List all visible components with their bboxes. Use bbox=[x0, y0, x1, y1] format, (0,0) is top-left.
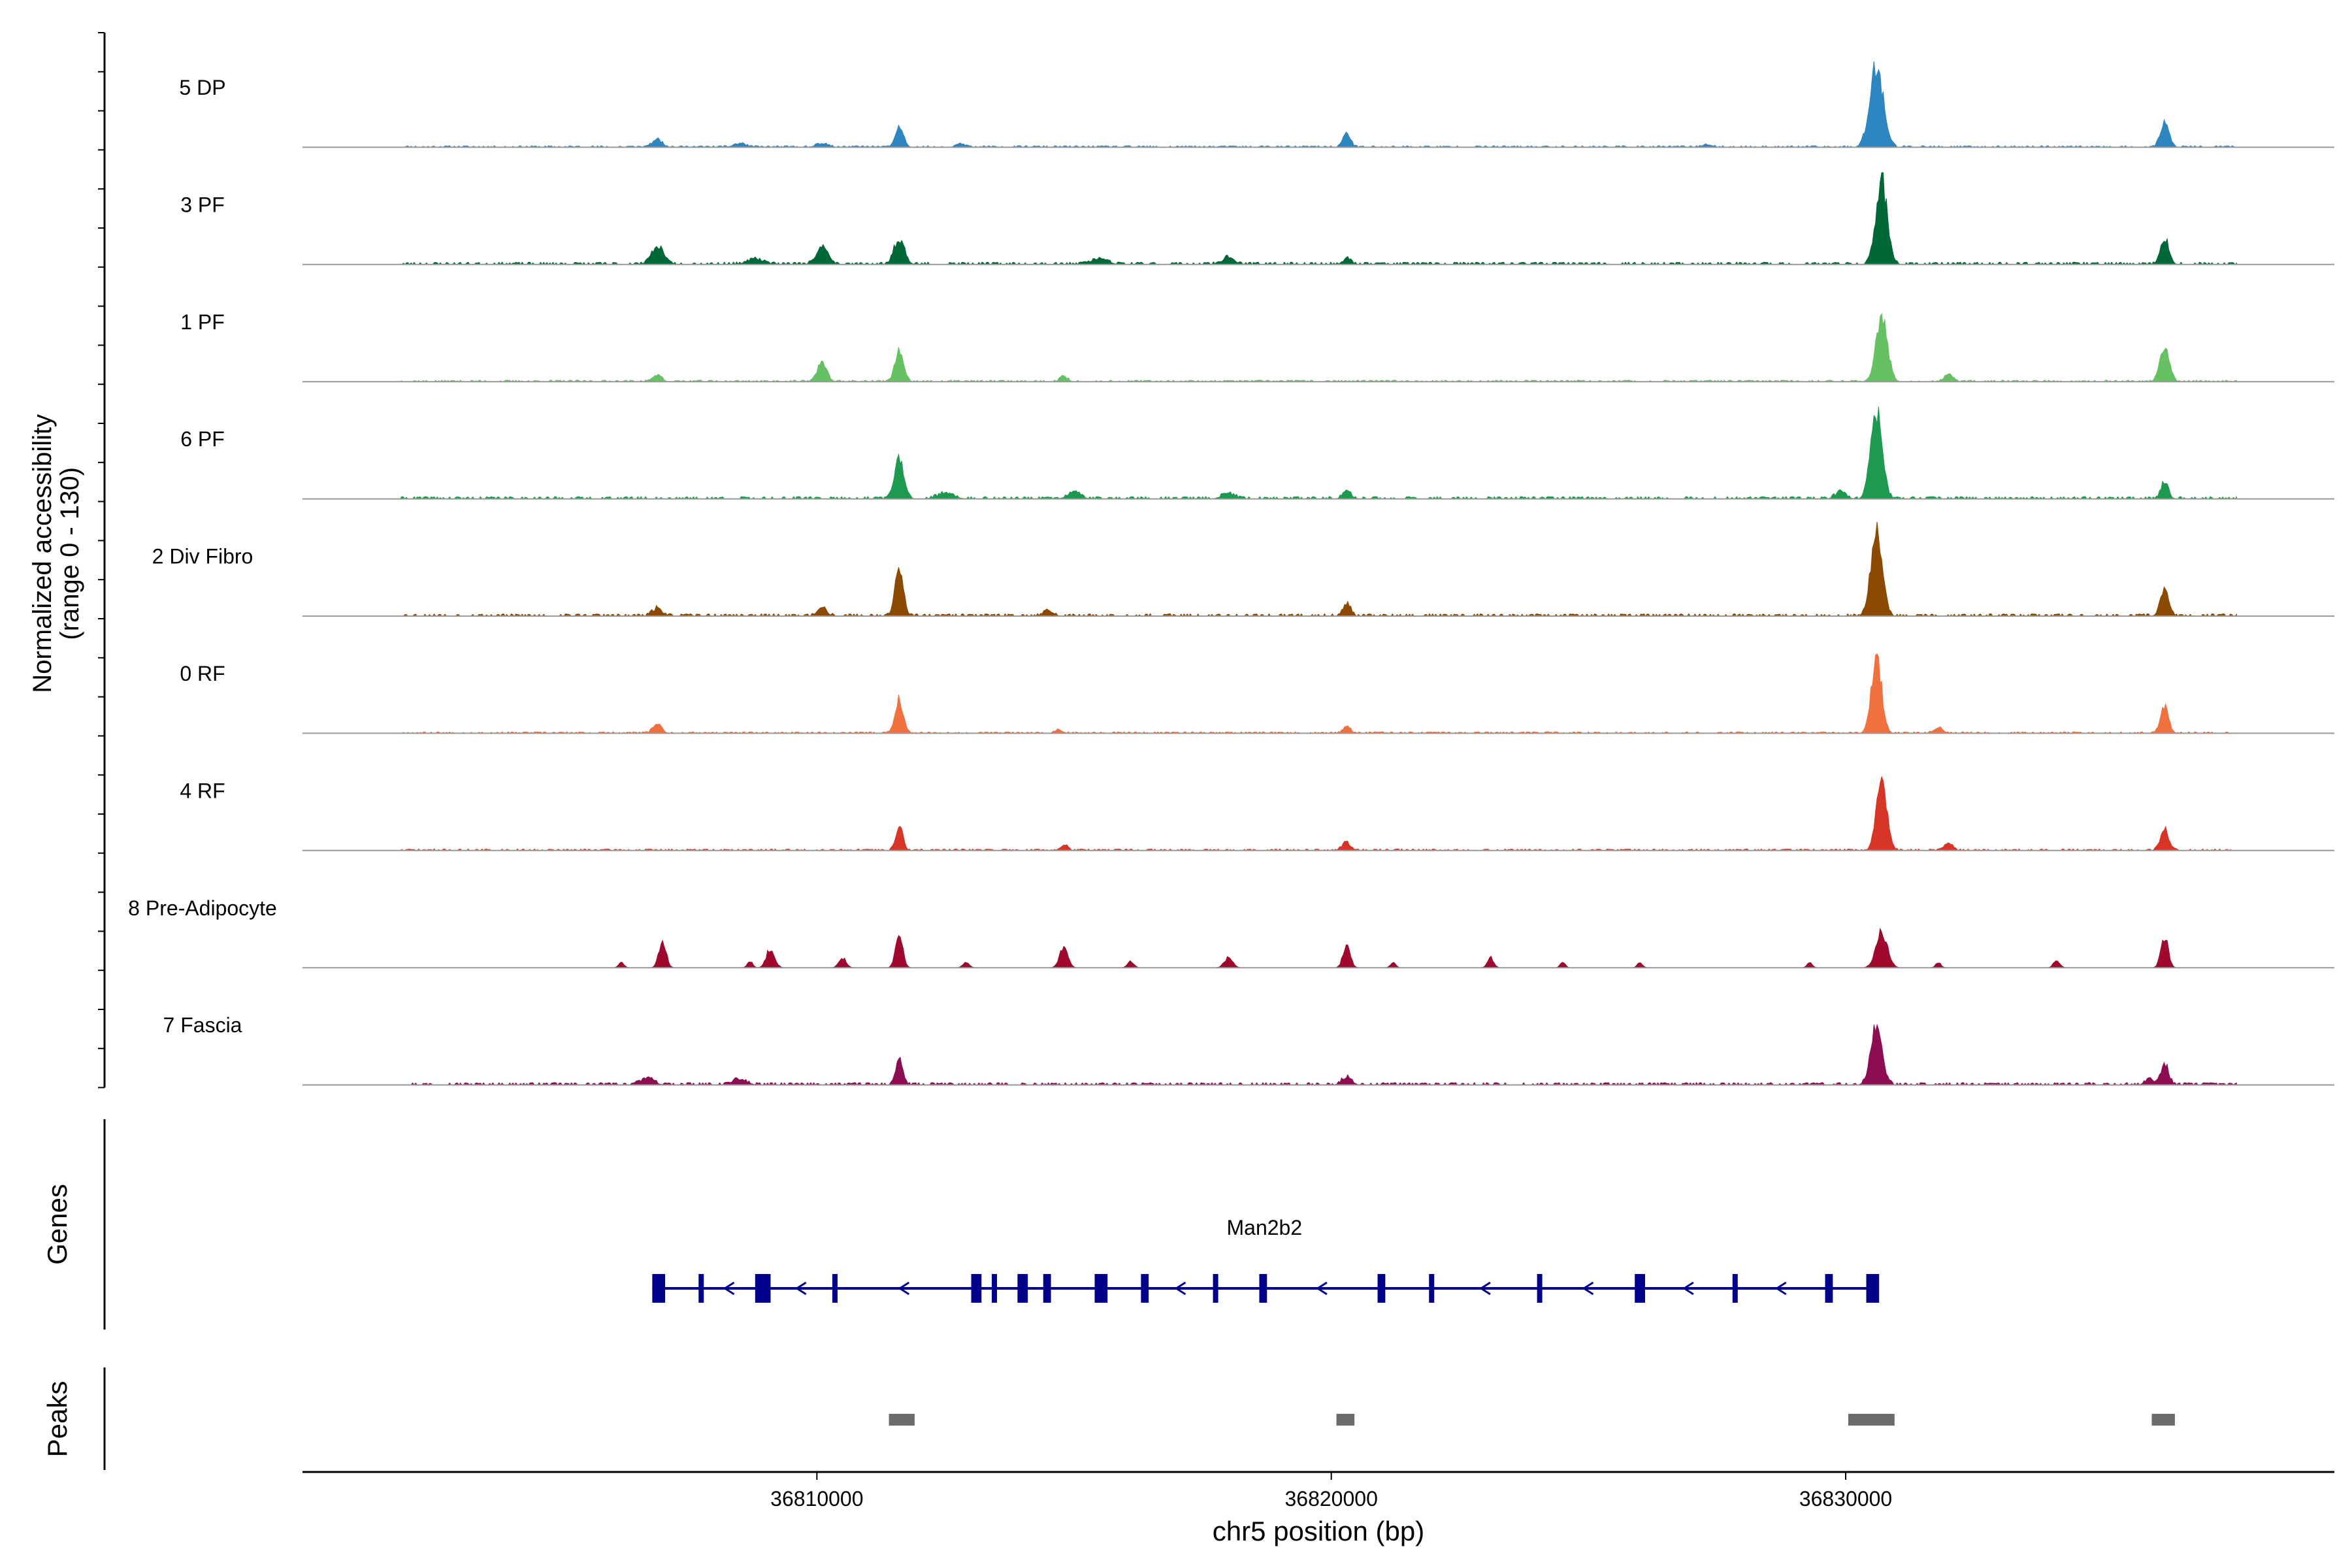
coverage-area-3 bbox=[399, 312, 2237, 382]
track-label-7: 4 RF bbox=[180, 779, 225, 802]
strand-arrow bbox=[1682, 1281, 1694, 1296]
strand-arrow bbox=[723, 1281, 735, 1296]
coverage-area-6 bbox=[400, 653, 2237, 734]
gene-exon bbox=[1213, 1274, 1218, 1303]
peak-region bbox=[2151, 1414, 2175, 1426]
gene-exon bbox=[1094, 1274, 1108, 1303]
strand-arrow bbox=[1479, 1281, 1491, 1296]
gene-exon bbox=[832, 1274, 838, 1303]
x-tick-label: 36830000 bbox=[1799, 1487, 1892, 1511]
gene-exon bbox=[1429, 1274, 1435, 1303]
gene-exon bbox=[755, 1274, 771, 1303]
gene-exon bbox=[1141, 1274, 1149, 1303]
gene-model bbox=[652, 1274, 1880, 1303]
coverage-area-4 bbox=[399, 406, 2237, 500]
coverage-area-9 bbox=[400, 1023, 2237, 1086]
gene-exon bbox=[1635, 1274, 1645, 1303]
track-label-8: 8 Pre-Adipocyte bbox=[128, 896, 277, 920]
y-axis-label-line2: (range 0 - 130) bbox=[56, 467, 84, 640]
gene-exon bbox=[1866, 1274, 1880, 1303]
track-label-9: 7 Fascia bbox=[163, 1013, 242, 1037]
peak-region bbox=[1336, 1414, 1355, 1426]
x-axis-ticks: 36810000 36820000 36830000 bbox=[770, 1472, 1892, 1511]
y-axis-label-line1: Normalized accessibility bbox=[28, 414, 57, 693]
coverage-track-9 bbox=[302, 1023, 2334, 1086]
gene-exon bbox=[1377, 1274, 1386, 1303]
gene-exon bbox=[1259, 1274, 1267, 1303]
gene-exon bbox=[992, 1274, 998, 1303]
track-label-3: 1 PF bbox=[180, 310, 225, 334]
strand-arrow bbox=[1174, 1281, 1186, 1296]
gene-name-label: Man2b2 bbox=[1227, 1216, 1303, 1239]
coverage-area-8 bbox=[400, 927, 2237, 968]
track-label-5: 2 Div Fibro bbox=[152, 545, 253, 568]
coverage-track-8 bbox=[302, 927, 2334, 969]
track-label-1: 5 DP bbox=[179, 76, 225, 99]
coverage-y-ticks bbox=[98, 32, 105, 1088]
strand-arrow bbox=[794, 1281, 807, 1296]
coverage-track-5 bbox=[302, 521, 2334, 617]
gene-exon bbox=[1732, 1274, 1738, 1303]
x-axis-title: chr5 position (bp) bbox=[1213, 1516, 1425, 1546]
coverage-tracks bbox=[302, 61, 2334, 1086]
coverage-area-1 bbox=[400, 61, 2237, 148]
track-labels: 5 DP 3 PF 1 PF 6 PF 2 Div Fibro 0 RF 4 RF 8 Pre… bbox=[128, 76, 277, 1037]
coverage-area-5 bbox=[400, 521, 2237, 617]
track-label-4: 6 PF bbox=[180, 427, 225, 451]
peaks-track-label: Peaks bbox=[42, 1381, 73, 1458]
peak-regions bbox=[889, 1414, 2175, 1426]
coverage-track-1 bbox=[302, 61, 2334, 148]
gene-exon bbox=[652, 1274, 666, 1303]
coverage-area-7 bbox=[399, 776, 2237, 851]
gene-exon bbox=[1017, 1274, 1028, 1303]
strand-arrow bbox=[1582, 1281, 1594, 1296]
coverage-track-6 bbox=[302, 653, 2334, 734]
strand-arrow bbox=[898, 1281, 910, 1296]
gene-exon bbox=[971, 1274, 982, 1303]
coverage-track-3 bbox=[302, 312, 2334, 383]
x-tick-label: 36810000 bbox=[770, 1487, 863, 1511]
gene-exon bbox=[698, 1274, 704, 1303]
peak-region bbox=[889, 1414, 915, 1426]
peak-region bbox=[1848, 1414, 1895, 1426]
track-label-2: 3 PF bbox=[180, 193, 225, 216]
strand-arrow bbox=[1774, 1281, 1787, 1296]
gene-exon bbox=[1043, 1274, 1051, 1303]
gene-exon bbox=[1537, 1274, 1543, 1303]
gene-exon bbox=[1825, 1274, 1833, 1303]
x-tick-label: 36820000 bbox=[1284, 1487, 1377, 1511]
coverage-track-4 bbox=[302, 406, 2334, 500]
genes-track-label: Genes bbox=[42, 1184, 73, 1265]
coverage-area-2 bbox=[400, 172, 2237, 265]
track-label-6: 0 RF bbox=[180, 662, 225, 685]
coverage-track-7 bbox=[302, 776, 2334, 851]
coverage-track-2 bbox=[302, 172, 2334, 265]
strand-arrow bbox=[1316, 1281, 1328, 1296]
